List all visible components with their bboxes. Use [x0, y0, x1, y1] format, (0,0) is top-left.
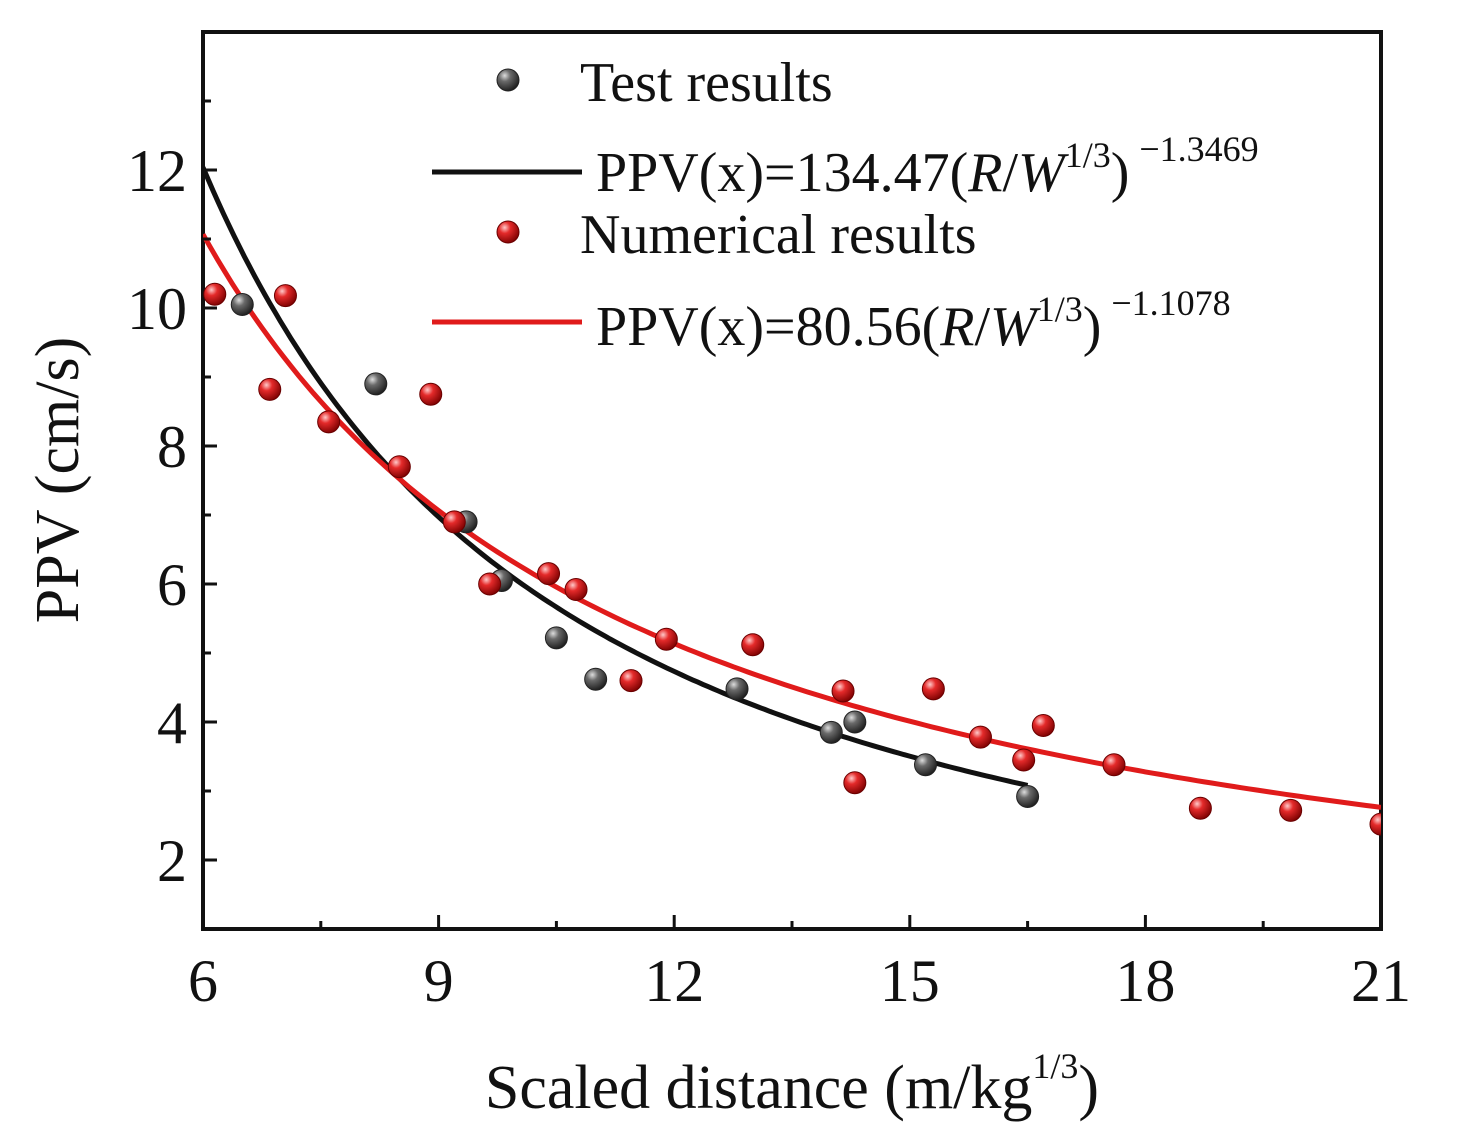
fit2-close: ): [1083, 296, 1102, 358]
legend-label-test-results: Test results: [580, 52, 833, 114]
x-axis-title-sup: 1/3: [1032, 1046, 1078, 1086]
numerical-result-point: [741, 633, 765, 657]
fit2-var-w: W: [990, 296, 1041, 358]
fit-curve-numerical: [203, 233, 1381, 810]
y-tick-label: 12: [127, 138, 187, 204]
x-tick-label: 21: [1351, 948, 1411, 1014]
legend: Test results PPV(x)=134.47(R/W1/3) −1.346…: [432, 52, 1259, 358]
numerical-result-point: [537, 562, 561, 586]
y-tick-label: 4: [157, 690, 187, 756]
x-tick-label: 9: [424, 948, 454, 1014]
fit2-var-r: R: [939, 296, 974, 358]
fit1-exp: −1.3469: [1139, 129, 1258, 169]
x-axis-title-text: Scaled distance (m/kg: [485, 1054, 1033, 1122]
x-tick-label: 18: [1115, 948, 1175, 1014]
x-tick-label: 15: [880, 948, 940, 1014]
numerical-result-point: [1188, 796, 1212, 820]
fit2-main: PPV(x)=80.56(: [596, 296, 940, 358]
test-result-point: [230, 293, 254, 317]
numerical-result-point: [273, 284, 297, 308]
numerical-result-point: [654, 627, 678, 651]
numerical-result-point: [564, 578, 588, 602]
numerical-result-point: [1031, 713, 1055, 737]
numerical-result-point: [419, 382, 443, 406]
legend-label-test-fit: PPV(x)=134.47(R/W1/3) −1.3469: [596, 129, 1259, 204]
x-axis-title-close: ): [1078, 1054, 1099, 1122]
numerical-result-point: [843, 771, 867, 795]
fit1-var-r: R: [967, 142, 1002, 204]
x-tick-label: 6: [188, 948, 218, 1014]
test-result-point: [364, 372, 388, 396]
numerical-result-point: [1279, 798, 1303, 822]
numerical-result-point: [1012, 748, 1036, 772]
fit-lines: [203, 166, 1381, 810]
fit-curve-test: [203, 166, 1029, 788]
test-result-point: [584, 667, 608, 691]
y-tick-label: 6: [157, 552, 187, 618]
data-points: [203, 282, 1381, 836]
legend-marker-numerical-results: [496, 220, 520, 244]
fit2-exp: −1.1078: [1111, 283, 1230, 323]
fit2-sup: 1/3: [1037, 289, 1083, 329]
numerical-result-point: [1102, 753, 1126, 777]
test-result-point: [725, 677, 749, 701]
legend-label-numerical-results: Numerical results: [580, 204, 977, 266]
legend-label-numerical-fit: PPV(x)=80.56(R/W1/3) −1.1078: [596, 283, 1231, 358]
test-result-point: [914, 753, 938, 777]
y-axis-title: PPV (cm/s): [24, 337, 92, 624]
numerical-result-point: [619, 669, 643, 693]
numerical-result-point: [387, 455, 411, 479]
test-result-point: [819, 720, 843, 744]
x-tick-label: 12: [644, 948, 704, 1014]
fit1-slash: /: [1002, 142, 1018, 204]
y-tick-label: 10: [127, 276, 187, 342]
numerical-result-point: [478, 572, 502, 596]
y-tick-label: 2: [157, 828, 187, 894]
fit1-var-w: W: [1018, 142, 1069, 204]
numerical-result-point: [442, 510, 466, 534]
test-result-point: [1016, 785, 1040, 809]
fit1-close: ): [1111, 142, 1130, 204]
fit2-slash: /: [974, 296, 990, 358]
numerical-result-point: [203, 282, 227, 306]
fit1-sup: 1/3: [1065, 135, 1111, 175]
numerical-result-point: [921, 677, 945, 701]
test-result-point: [843, 710, 867, 734]
x-axis-title: Scaled distance (m/kg1/3): [485, 1046, 1099, 1122]
numerical-result-point: [831, 679, 855, 703]
legend-marker-test-results: [496, 68, 520, 92]
numerical-result-point: [1369, 812, 1381, 836]
numerical-result-point: [317, 410, 341, 434]
numerical-result-point: [258, 377, 282, 401]
fit1-main: PPV(x)=134.47(: [596, 142, 968, 204]
numerical-result-point: [968, 725, 992, 749]
test-result-point: [544, 626, 568, 650]
y-tick-label: 8: [157, 414, 187, 480]
